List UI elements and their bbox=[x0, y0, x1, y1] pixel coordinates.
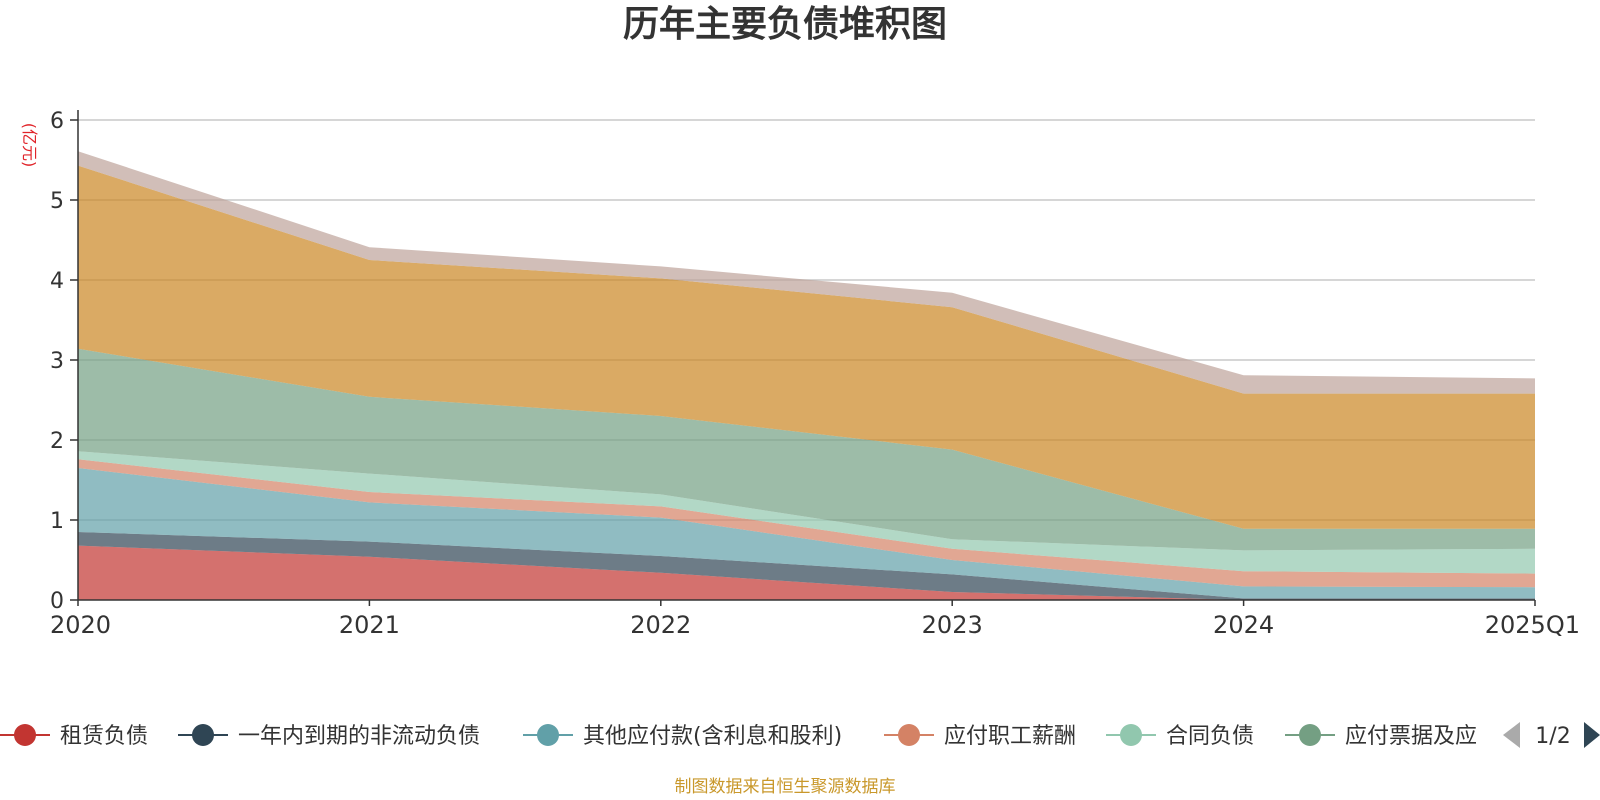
y-tick-label: 5 bbox=[50, 189, 64, 214]
x-tick-label: 2020 bbox=[50, 611, 111, 639]
x-tick-label: 2022 bbox=[630, 611, 691, 639]
legend-circle-marker bbox=[1299, 724, 1321, 746]
y-tick-label: 4 bbox=[50, 269, 64, 294]
y-tick-label: 3 bbox=[50, 349, 64, 374]
legend-label: 应付职工薪酬 bbox=[944, 724, 1076, 749]
x-tick-label: 2021 bbox=[339, 611, 400, 639]
legend-label: 其他应付款(含利息和股利) bbox=[583, 724, 842, 749]
legend-label: 租赁负债 bbox=[60, 724, 148, 749]
legend-circle-marker bbox=[192, 724, 214, 746]
y-tick-label: 0 bbox=[50, 589, 64, 614]
legend-circle-marker bbox=[14, 724, 36, 746]
legend-item[interactable]: 应付职工薪酬 bbox=[884, 724, 1076, 749]
area-series-5[interactable] bbox=[78, 348, 1535, 551]
legend-prev-page-icon[interactable] bbox=[1503, 722, 1520, 748]
y-tick-label: 2 bbox=[50, 429, 64, 454]
y-tick-label: 1 bbox=[50, 509, 64, 534]
area-series-2[interactable] bbox=[78, 468, 1535, 599]
x-tick-label: 2025Q1 bbox=[1485, 611, 1580, 639]
legend-label: 一年内到期的非流动负债 bbox=[238, 724, 480, 749]
area-series-0[interactable] bbox=[78, 545, 1535, 600]
legend-next-page-icon[interactable] bbox=[1584, 722, 1600, 748]
legend-item[interactable]: 应付票据及应 bbox=[1285, 724, 1477, 749]
y-tick-label: 6 bbox=[50, 109, 64, 134]
x-tick-label: 2023 bbox=[922, 611, 983, 639]
x-tick-label: 2024 bbox=[1213, 611, 1274, 639]
chart-title: 历年主要负债堆积图 bbox=[623, 4, 947, 45]
area-series[interactable] bbox=[78, 151, 1535, 600]
legend-page-indicator: 1/2 bbox=[1535, 724, 1570, 749]
legend-item[interactable]: 租赁负债 bbox=[0, 724, 148, 749]
axes: 0 1 2 3 4 5 6 2020 2021 2022 2023 2024 2025Q1 bbox=[50, 109, 1580, 639]
legend-circle-marker bbox=[537, 724, 559, 746]
legend-item[interactable]: 其他应付款(含利息和股利) bbox=[523, 724, 842, 749]
legend-item[interactable]: 一年内到期的非流动负债 bbox=[178, 724, 480, 749]
legend[interactable]: 租赁负债 一年内到期的非流动负债 其他应付款(含利息和股利) 应付职工薪酬 合同负债 应付… bbox=[0, 722, 1600, 749]
area-series-3[interactable] bbox=[78, 459, 1535, 588]
area-series-1[interactable] bbox=[78, 532, 1535, 600]
area-series-6[interactable] bbox=[78, 165, 1535, 529]
area-series-4[interactable] bbox=[78, 451, 1535, 574]
legend-circle-marker bbox=[898, 724, 920, 746]
legend-circle-marker bbox=[1120, 724, 1142, 746]
legend-item[interactable]: 合同负债 bbox=[1106, 724, 1254, 749]
legend-label: 应付票据及应 bbox=[1345, 724, 1477, 749]
y-unit-label: (亿元) bbox=[20, 123, 39, 168]
legend-label: 合同负债 bbox=[1166, 724, 1254, 749]
source-note: 制图数据来自恒生聚源数据库 bbox=[675, 777, 896, 797]
